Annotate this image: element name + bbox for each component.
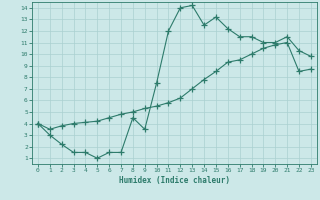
X-axis label: Humidex (Indice chaleur): Humidex (Indice chaleur) xyxy=(119,176,230,185)
